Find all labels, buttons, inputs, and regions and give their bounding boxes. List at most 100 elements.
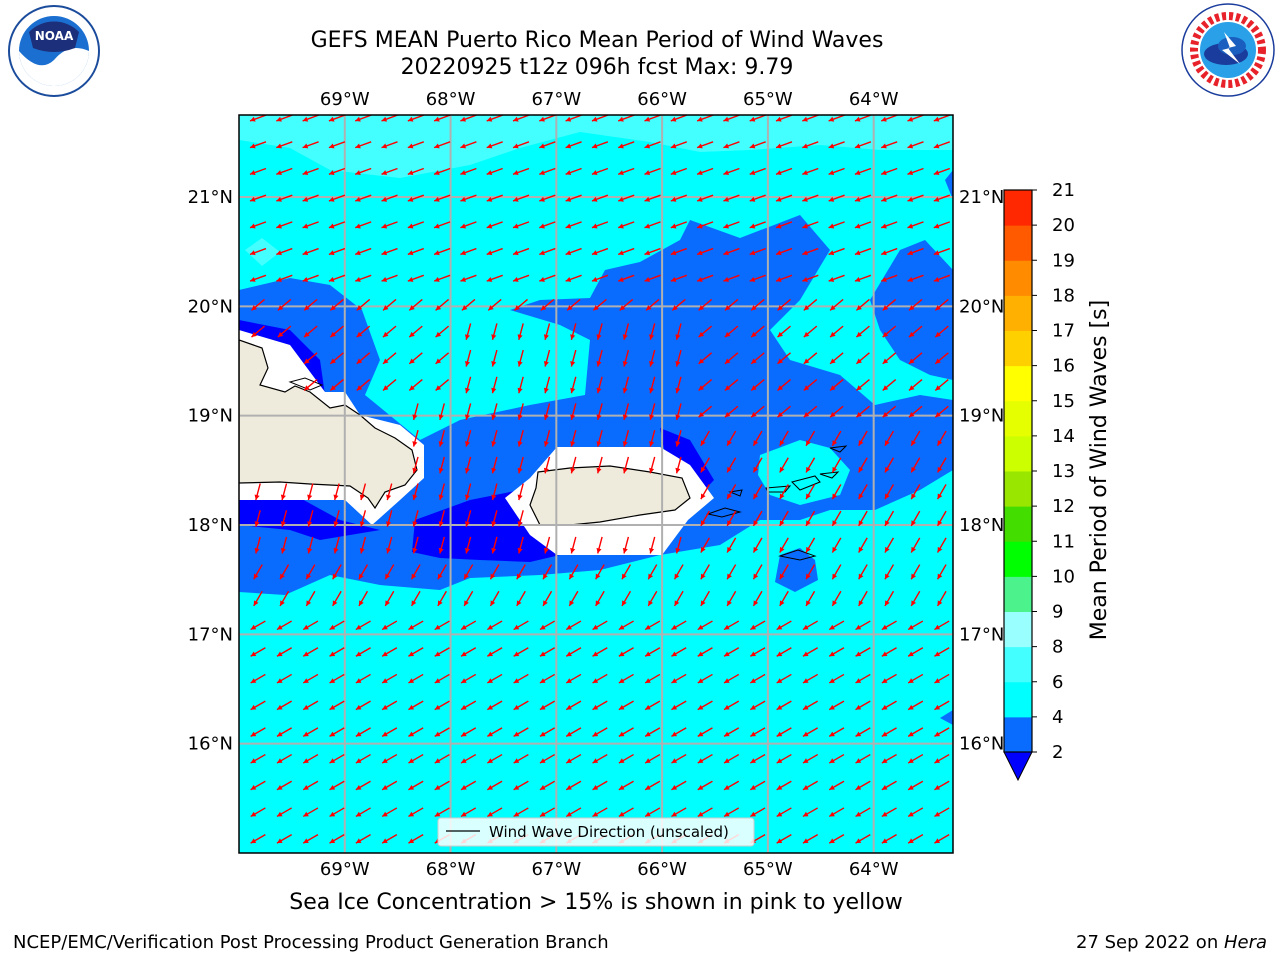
wind-wave-arrow [724,352,739,365]
wind-wave-arrow [779,564,789,580]
wind-wave-arrow [460,753,477,764]
wind-wave-arrow [697,753,713,764]
wind-wave-arrow [434,780,450,791]
wind-wave-arrow [596,403,603,421]
wind-wave-arrow [565,247,582,256]
wind-wave-arrow [570,536,577,554]
wind-wave-arrow [779,430,789,447]
wind-wave-arrow [460,780,477,791]
wind-wave-arrow [433,167,451,176]
wind-wave-arrow [591,115,609,122]
wind-wave-arrow [356,352,371,365]
colorbar-tick-label: 16 [1052,356,1075,377]
wind-wave-arrow [356,298,371,311]
wind-wave-arrow [355,700,371,711]
wind-wave-arrow [460,274,477,282]
wind-wave-arrow [276,115,293,122]
wind-wave-arrow [910,564,921,580]
wind-wave-arrow [696,115,714,122]
wind-wave-arrow [726,590,737,607]
wind-wave-arrow [649,536,656,554]
wind-wave-arrow [514,298,528,311]
wind-wave-arrow [644,727,661,737]
wind-wave-arrow [305,590,316,607]
wind-wave-arrow [802,115,819,122]
wind-wave-arrow [332,590,342,607]
wind-wave-arrow [854,247,872,256]
wind-wave-arrow [776,727,792,737]
colorbar-segment [1004,225,1032,261]
wind-wave-arrow [491,536,498,554]
wind-wave-arrow [249,274,267,282]
wind-wave-arrow [882,405,897,418]
lon-tick-label: 65°W [743,859,793,880]
wind-wave-arrow [596,536,603,554]
wind-wave-arrow [933,194,951,202]
wind-wave-arrow [592,780,608,791]
wind-wave-arrow [779,537,789,553]
wind-wave-arrow [517,510,524,527]
wind-wave-arrow [591,194,609,202]
wind-wave-arrow [303,325,318,338]
wind-wave-arrow [565,753,582,764]
wind-wave-arrow [723,274,740,282]
wind-wave-arrow [881,673,897,684]
wind-wave-arrow [644,274,661,282]
wind-wave-arrow [671,753,687,764]
colorbar-segment [1004,295,1032,331]
wind-wave-arrow [881,647,897,657]
wind-wave-arrow [649,403,656,421]
wind-wave-arrow [907,673,924,684]
wind-wave-arrow [881,780,897,791]
wind-wave-arrow [884,510,895,527]
wind-wave-arrow [908,405,923,418]
wind-wave-arrow [855,405,870,418]
wind-wave-arrow [408,352,423,365]
wind-wave-arrow [570,430,577,447]
colorbar-segment [1004,190,1032,226]
wind-wave-arrow [880,274,898,282]
wind-wave-arrow [302,274,319,282]
wind-wave-arrow [749,274,766,282]
wind-wave-arrow [675,430,682,447]
wind-wave-arrow [407,274,425,282]
wind-wave-arrow [513,673,529,684]
wind-wave-arrow [723,167,740,176]
wind-wave-arrow [513,727,529,737]
wind-wave-arrow [251,298,265,311]
wind-wave-arrow [517,323,524,340]
wind-wave-arrow [354,115,372,122]
wind-wave-arrow [539,753,556,764]
wind-wave-arrow [433,247,451,256]
wind-wave-arrow [354,274,372,282]
wind-wave-arrow [513,620,529,631]
wind-wave-arrow [618,753,634,764]
wind-wave-arrow [828,727,845,737]
wind-wave-arrow [277,325,292,338]
wind-wave-arrow [565,167,582,176]
wind-wave-arrow [570,323,577,340]
wind-wave-arrow [434,700,450,711]
wind-wave-arrow [802,673,819,684]
wind-wave-arrow [486,807,503,818]
wind-wave-arrow [907,780,924,791]
hispaniola-land [239,339,418,510]
wind-wave-arrow [776,700,792,711]
wind-wave-arrow [592,620,608,631]
wind-wave-arrow [592,647,608,657]
wind-wave-arrow [828,753,845,764]
wind-wave-arrow [828,620,845,631]
wind-wave-arrow [412,483,419,501]
wind-wave-arrow [359,483,367,501]
wind-wave-arrow [539,780,556,791]
wind-wave-arrow [934,753,950,764]
wind-wave-arrow [434,753,450,764]
wind-wave-arrow [276,807,293,818]
wind-wave-arrow [644,115,661,122]
wind-wave-arrow [539,167,556,176]
wind-wave-arrow [775,115,793,122]
wind-wave-arrow [302,753,319,764]
wind-wave-arrow [749,753,766,764]
wind-wave-arrow [329,807,345,818]
